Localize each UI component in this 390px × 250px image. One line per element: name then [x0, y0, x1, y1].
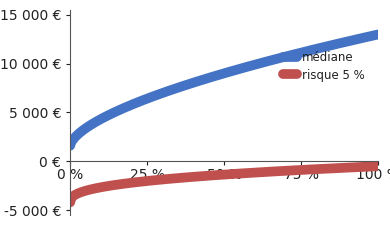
médiane [376, 33, 381, 36]
risque 5 % [69, 197, 74, 200]
risque 5 % [251, 171, 256, 174]
médiane [251, 64, 256, 66]
risque 5 % [68, 201, 73, 204]
médiane [69, 141, 74, 144]
risque 5 % [347, 166, 352, 169]
Line: risque 5 %: risque 5 % [70, 166, 378, 202]
Legend: médiane, risque 5 %: médiane, risque 5 % [278, 47, 369, 87]
médiane [347, 40, 352, 42]
médiane [328, 44, 332, 47]
médiane [257, 62, 261, 65]
risque 5 % [257, 171, 261, 174]
Line: médiane: médiane [70, 34, 378, 146]
risque 5 % [376, 165, 381, 168]
risque 5 % [328, 167, 332, 170]
médiane [250, 64, 255, 67]
médiane [68, 144, 73, 147]
risque 5 % [250, 171, 255, 174]
